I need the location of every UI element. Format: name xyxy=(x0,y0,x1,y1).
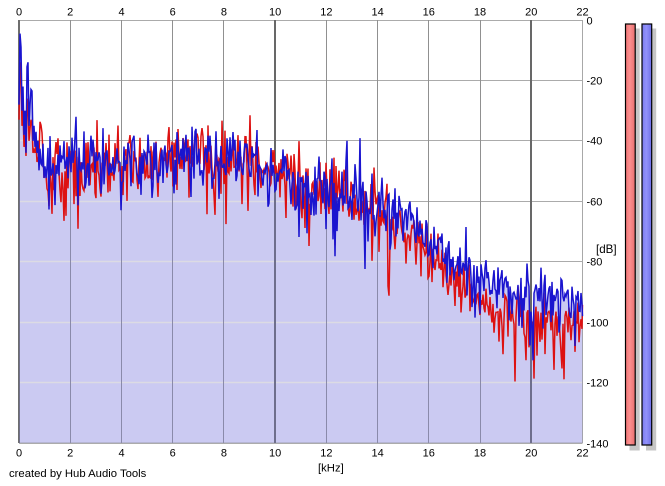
svg-text:-60: -60 xyxy=(587,197,603,209)
svg-text:16: 16 xyxy=(423,7,435,19)
svg-text:16: 16 xyxy=(423,448,435,460)
svg-text:14: 14 xyxy=(371,7,383,19)
svg-text:2: 2 xyxy=(67,448,73,460)
svg-text:0: 0 xyxy=(587,16,593,28)
svg-text:2: 2 xyxy=(67,7,73,19)
svg-text:-40: -40 xyxy=(587,136,603,148)
svg-text:6: 6 xyxy=(170,7,176,19)
svg-text:22: 22 xyxy=(576,448,588,460)
svg-text:12: 12 xyxy=(320,7,332,19)
svg-text:20: 20 xyxy=(525,448,537,460)
svg-text:22: 22 xyxy=(576,7,588,19)
svg-text:-100: -100 xyxy=(587,318,609,330)
svg-text:-20: -20 xyxy=(587,76,603,88)
svg-text:8: 8 xyxy=(221,448,227,460)
svg-text:20: 20 xyxy=(525,7,537,19)
svg-text:6: 6 xyxy=(170,448,176,460)
svg-text:14: 14 xyxy=(371,448,383,460)
svg-text:10: 10 xyxy=(269,7,281,19)
svg-text:10: 10 xyxy=(269,448,281,460)
svg-text:0: 0 xyxy=(16,448,22,460)
svg-text:0: 0 xyxy=(16,7,22,19)
svg-text:-120: -120 xyxy=(587,378,609,390)
svg-text:18: 18 xyxy=(474,7,486,19)
svg-text:[kHz]: [kHz] xyxy=(318,463,344,475)
svg-text:[dB]: [dB] xyxy=(596,243,617,256)
svg-text:-80: -80 xyxy=(587,257,603,269)
svg-text:4: 4 xyxy=(118,7,124,19)
svg-text:18: 18 xyxy=(474,448,486,460)
svg-text:4: 4 xyxy=(118,448,124,460)
svg-text:-140: -140 xyxy=(587,439,609,451)
svg-text:12: 12 xyxy=(320,448,332,460)
svg-text:8: 8 xyxy=(221,7,227,19)
svg-text:created by Hub Audio Tools: created by Hub Audio Tools xyxy=(9,468,147,480)
